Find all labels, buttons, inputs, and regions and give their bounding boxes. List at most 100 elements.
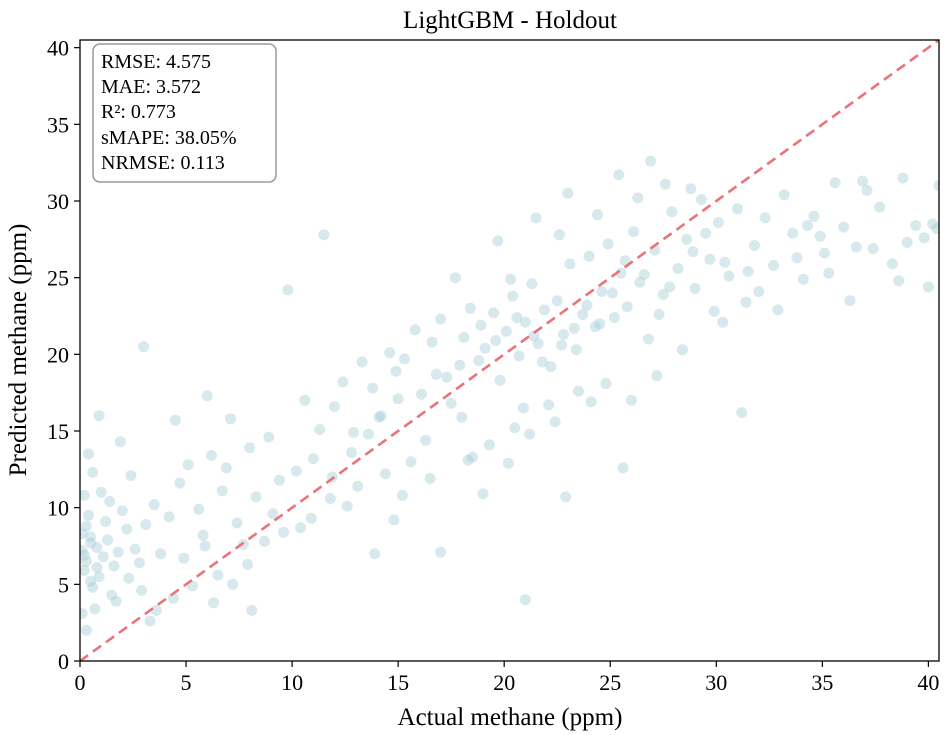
data-point xyxy=(585,396,597,408)
data-point xyxy=(874,201,886,213)
data-point xyxy=(250,491,262,503)
data-point xyxy=(609,312,620,323)
data-point xyxy=(314,424,326,435)
data-point xyxy=(526,278,538,290)
data-point xyxy=(110,595,122,607)
data-point xyxy=(621,301,633,313)
data-point xyxy=(536,356,548,368)
y-axis-ticks: 0 5 10 15 20 25 30 35 40 xyxy=(47,36,80,674)
data-point xyxy=(106,589,118,601)
data-point xyxy=(505,273,517,285)
data-point xyxy=(638,269,650,281)
data-point xyxy=(290,465,302,477)
data-point xyxy=(596,286,608,297)
data-point xyxy=(83,509,94,521)
data-point xyxy=(500,325,512,337)
x-tick-label: 20 xyxy=(493,670,515,695)
data-point xyxy=(85,537,97,549)
data-point xyxy=(717,316,729,328)
data-point xyxy=(672,263,684,274)
data-point xyxy=(273,474,285,486)
data-point xyxy=(206,450,217,461)
data-point xyxy=(150,604,162,616)
data-point xyxy=(80,624,92,636)
data-point xyxy=(613,169,625,181)
data-point xyxy=(819,247,830,259)
y-tick-label: 25 xyxy=(47,266,69,291)
data-point xyxy=(89,603,101,615)
data-point xyxy=(910,220,922,231)
data-point xyxy=(399,353,410,365)
y-tick-label: 20 xyxy=(47,342,69,367)
data-point xyxy=(850,241,862,253)
data-point xyxy=(528,330,540,342)
data-point xyxy=(507,290,519,302)
data-point xyxy=(893,275,905,287)
data-point xyxy=(549,416,561,428)
data-point xyxy=(653,309,665,320)
data-point xyxy=(897,172,909,184)
data-point xyxy=(532,338,544,350)
data-point xyxy=(356,356,368,368)
data-point xyxy=(373,411,385,423)
data-point xyxy=(216,485,228,497)
data-point xyxy=(556,339,567,351)
data-point xyxy=(577,309,589,320)
data-point xyxy=(685,183,697,195)
data-point xyxy=(148,499,160,511)
data-point xyxy=(659,178,671,190)
data-point xyxy=(553,229,565,241)
data-point xyxy=(462,454,474,466)
data-point xyxy=(666,206,678,218)
data-point xyxy=(337,376,349,388)
data-point xyxy=(634,276,646,288)
data-point xyxy=(390,365,402,377)
data-point xyxy=(857,175,869,187)
data-point xyxy=(227,578,239,590)
x-tick-label: 40 xyxy=(917,670,939,695)
data-point xyxy=(458,332,470,343)
data-point xyxy=(844,295,856,307)
data-point xyxy=(742,266,754,277)
data-point xyxy=(797,273,809,285)
data-point xyxy=(282,284,294,296)
data-point xyxy=(681,233,693,245)
x-tick-label: 0 xyxy=(75,670,86,695)
y-tick-label: 5 xyxy=(58,572,69,597)
data-point xyxy=(242,558,254,570)
metric-smape: sMAPE: 38.05% xyxy=(101,127,237,149)
data-point xyxy=(102,534,114,546)
data-point xyxy=(197,529,209,541)
data-point xyxy=(676,344,688,356)
data-point xyxy=(568,322,580,334)
data-point xyxy=(645,155,656,167)
data-point xyxy=(600,378,612,389)
data-point xyxy=(329,401,340,412)
data-point xyxy=(80,565,90,576)
data-point xyxy=(430,368,442,380)
x-tick-label: 25 xyxy=(599,670,621,695)
data-point xyxy=(918,232,930,244)
data-point xyxy=(167,592,179,604)
data-point xyxy=(441,371,453,383)
data-point xyxy=(602,238,614,250)
data-point xyxy=(749,240,760,251)
data-point xyxy=(712,217,724,228)
data-point xyxy=(592,209,603,221)
data-point xyxy=(416,388,427,400)
data-point xyxy=(104,496,116,507)
data-point xyxy=(263,431,275,443)
data-point xyxy=(791,252,803,264)
data-point xyxy=(753,286,765,297)
data-point xyxy=(626,394,637,406)
data-point xyxy=(509,422,521,434)
data-point xyxy=(87,466,99,478)
data-point xyxy=(572,385,584,397)
data-point xyxy=(632,192,644,204)
data-point xyxy=(511,312,523,323)
data-point xyxy=(517,402,529,414)
data-point xyxy=(445,397,457,409)
data-point xyxy=(388,514,400,526)
data-point xyxy=(861,184,873,196)
data-point xyxy=(80,549,90,561)
